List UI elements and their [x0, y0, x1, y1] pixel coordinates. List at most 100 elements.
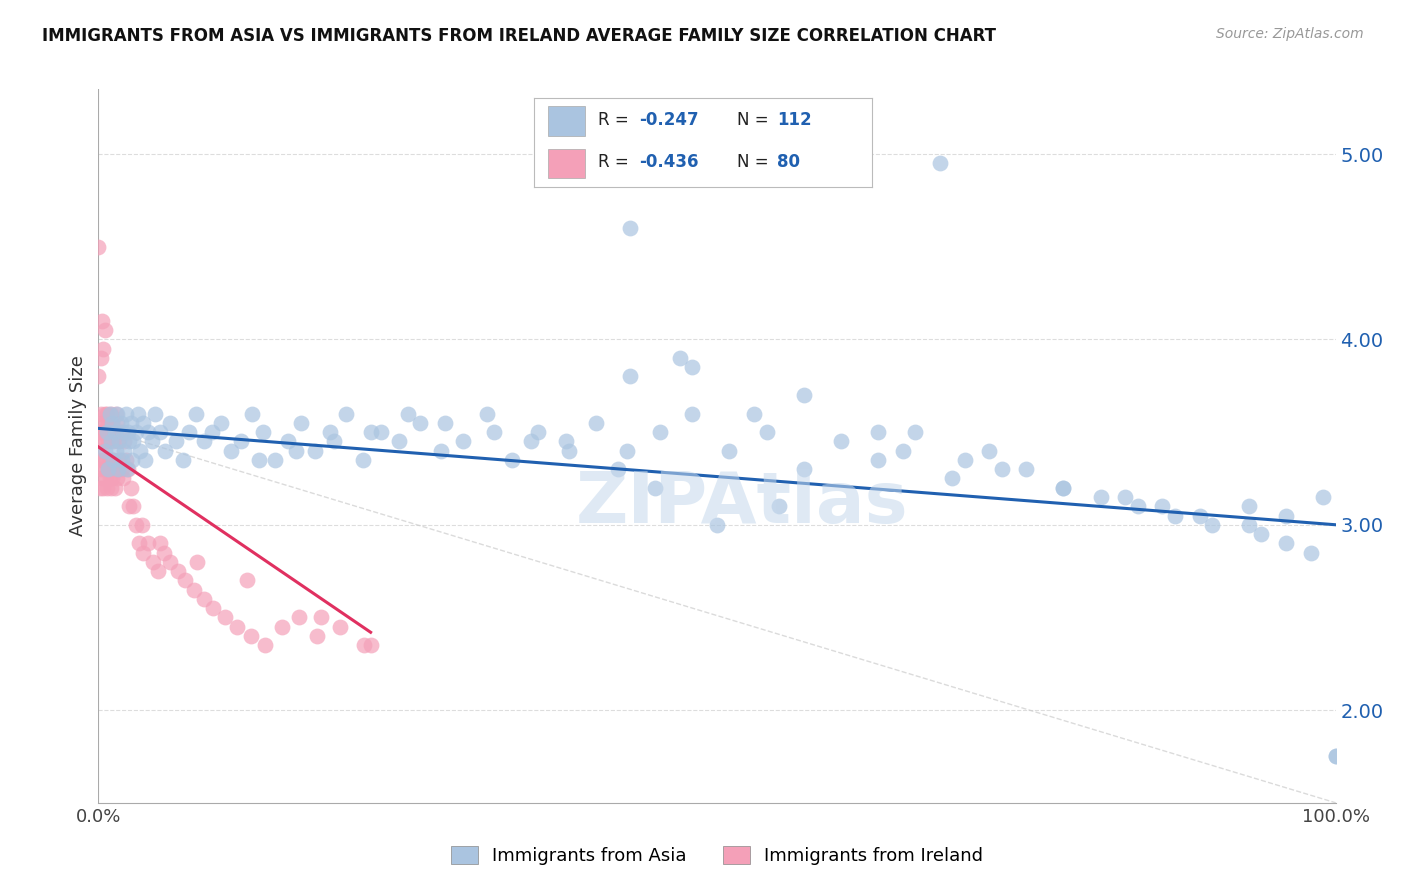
Point — [110, 416, 132, 430]
Point — [352, 453, 374, 467]
Point — [124, 425, 146, 439]
Point — [718, 443, 741, 458]
Point — [183, 582, 205, 597]
Text: R =: R = — [599, 112, 634, 129]
Point — [557, 443, 579, 458]
Point — [96, 425, 118, 439]
Point — [270, 620, 292, 634]
Point — [93, 425, 115, 439]
Point — [229, 434, 252, 449]
Point — [112, 425, 135, 439]
Point — [353, 638, 375, 652]
Point — [93, 453, 115, 467]
Text: -0.247: -0.247 — [638, 112, 699, 129]
Point — [1015, 462, 1038, 476]
Point — [681, 360, 703, 375]
Point — [128, 536, 150, 550]
Point — [112, 434, 135, 449]
Point — [202, 601, 225, 615]
Point — [97, 416, 120, 430]
Point — [252, 425, 274, 439]
Point — [93, 342, 115, 356]
Point — [1299, 545, 1322, 559]
Point — [94, 453, 117, 467]
Point — [166, 564, 188, 578]
Point — [304, 443, 326, 458]
Point — [93, 462, 115, 476]
Point — [335, 407, 357, 421]
Point — [93, 481, 115, 495]
Point — [193, 591, 215, 606]
Point — [793, 388, 815, 402]
Point — [891, 443, 914, 458]
Point — [98, 453, 121, 467]
Point — [247, 453, 270, 467]
Point — [307, 629, 329, 643]
Point — [1114, 490, 1136, 504]
Point — [475, 407, 498, 421]
Point — [103, 481, 125, 495]
Point — [110, 425, 132, 439]
Text: IMMIGRANTS FROM ASIA VS IMMIGRANTS FROM IRELAND AVERAGE FAMILY SIZE CORRELATION : IMMIGRANTS FROM ASIA VS IMMIGRANTS FROM … — [42, 27, 997, 45]
Point — [360, 638, 382, 652]
Point — [186, 407, 208, 421]
Point — [97, 434, 120, 449]
Point — [1052, 481, 1074, 495]
Point — [149, 536, 172, 550]
Point — [370, 425, 392, 439]
Point — [254, 638, 277, 652]
Point — [526, 425, 548, 439]
Point — [172, 453, 194, 467]
Point — [755, 425, 778, 439]
Point — [131, 517, 153, 532]
Point — [120, 481, 142, 495]
Point — [1250, 527, 1272, 541]
Point — [1275, 508, 1298, 523]
Point — [290, 416, 312, 430]
Point — [155, 443, 177, 458]
Point — [669, 351, 692, 365]
Point — [93, 434, 115, 449]
Point — [107, 462, 129, 476]
Point — [681, 407, 703, 421]
Point — [93, 323, 115, 337]
Point — [1188, 508, 1211, 523]
Point — [100, 462, 122, 476]
Point — [112, 443, 135, 458]
Point — [309, 610, 332, 624]
Point — [1237, 500, 1260, 514]
Point — [979, 443, 1001, 458]
Point — [91, 314, 114, 328]
Point — [219, 443, 242, 458]
Point — [122, 434, 145, 449]
Point — [118, 500, 141, 514]
Point — [104, 443, 127, 458]
Point — [134, 453, 156, 467]
Point — [329, 620, 352, 634]
Point — [264, 453, 287, 467]
Point — [1324, 749, 1347, 764]
Point — [239, 629, 262, 643]
Point — [285, 443, 308, 458]
Point — [105, 416, 128, 430]
Point — [87, 369, 110, 384]
Point — [165, 434, 187, 449]
Point — [226, 620, 249, 634]
Point — [90, 351, 112, 365]
Point — [104, 407, 127, 421]
Point — [607, 462, 630, 476]
Point — [94, 416, 117, 430]
Point — [142, 555, 165, 569]
Point — [1324, 749, 1347, 764]
Point — [132, 545, 155, 559]
Point — [1237, 517, 1260, 532]
Point — [793, 462, 815, 476]
Point — [1126, 500, 1149, 514]
Point — [616, 443, 638, 458]
Point — [360, 425, 382, 439]
Point — [124, 517, 146, 532]
Point — [430, 443, 453, 458]
Point — [619, 369, 641, 384]
Point — [103, 434, 125, 449]
Point — [193, 434, 215, 449]
